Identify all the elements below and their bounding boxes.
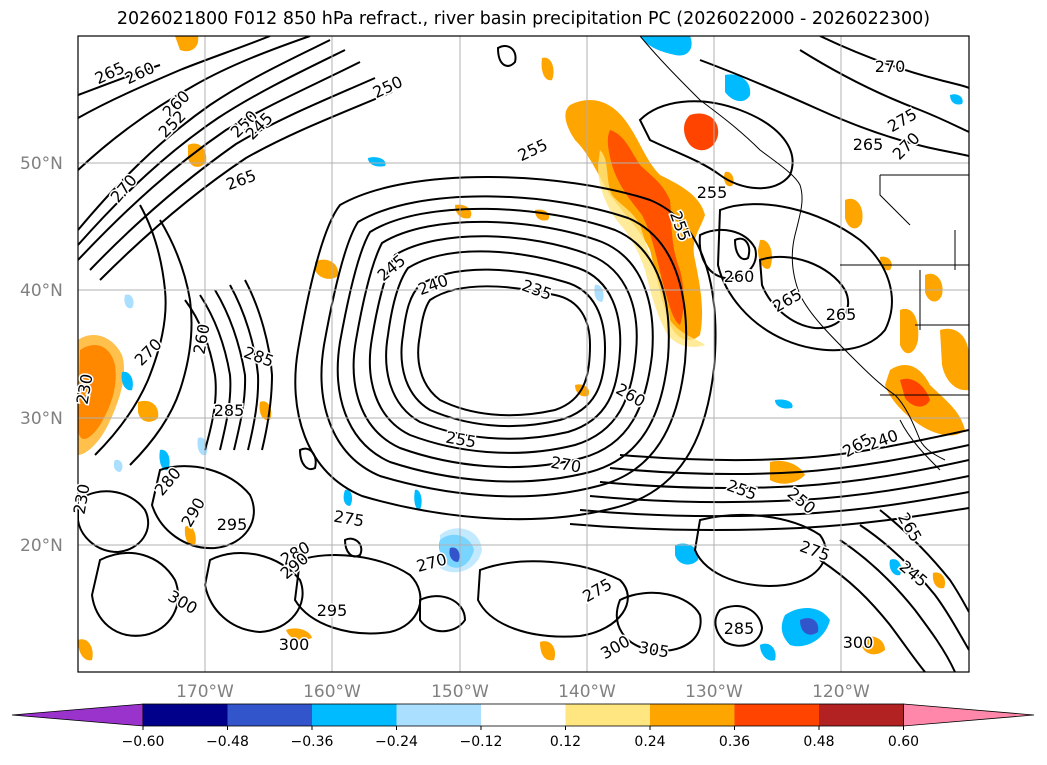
colorbar-segment [819, 704, 904, 726]
colorbar-tick-label: 0.24 [634, 734, 665, 750]
colorbar-segment [481, 704, 566, 726]
contour-label: 270 [875, 57, 906, 76]
map-frame [77, 35, 970, 673]
map-title: 2026021800 F012 850 hPa refract., river … [116, 9, 931, 29]
contour-label: 285 [724, 619, 755, 638]
colorbar-tick-label: 0.60 [888, 734, 919, 750]
contour-label: 265 [826, 305, 857, 324]
negative-shading [113, 36, 963, 661]
contour-label: 295 [217, 515, 248, 534]
contour-label: 300 [279, 635, 310, 654]
latitude-labels: 50°N 40°N 30°N 20°N [20, 154, 63, 556]
colorbar-extend-low [11, 703, 144, 727]
lon-label-130w: 130°W [685, 682, 743, 702]
colorbar-tick-label: 0.36 [719, 734, 750, 750]
colorbar-tick-label: 0.12 [550, 734, 581, 750]
lon-label-140w: 140°W [558, 682, 616, 702]
colorbar-segment [312, 704, 397, 726]
lat-label-20: 20°N [20, 536, 63, 556]
colorbar-tick-label: 0.48 [803, 734, 834, 750]
lon-label-150w: 150°W [431, 682, 489, 702]
contour-label: 295 [317, 601, 348, 620]
colorbar [11, 703, 1035, 727]
contour-label: 300 [843, 633, 874, 652]
contour-label: 260 [724, 267, 755, 286]
colorbar-tick-label: −0.48 [206, 734, 249, 750]
colorbar-segment [143, 704, 228, 726]
colorbar-extend-high [903, 703, 1035, 727]
colorbar-segment [650, 704, 735, 726]
lat-label-40: 40°N [20, 281, 63, 301]
colorbar-tick-label: −0.60 [122, 734, 165, 750]
colorbar-segment [396, 704, 481, 726]
colorbar-segment [565, 704, 650, 726]
colorbar-tick-label: −0.24 [375, 734, 418, 750]
colorbar-tick-label: −0.36 [291, 734, 334, 750]
colorbar-segment [734, 704, 819, 726]
contour-label: 265 [853, 135, 884, 154]
lon-label-170w: 170°W [176, 682, 234, 702]
lon-label-120w: 120°W [812, 682, 870, 702]
graticule [78, 36, 969, 672]
contour-label: 285 [214, 401, 245, 420]
lat-label-30: 30°N [20, 409, 63, 429]
coastlines [639, 36, 969, 471]
lon-label-160w: 160°W [303, 682, 361, 702]
contour-label: 255 [444, 428, 477, 452]
colorbar-tick-label: −0.12 [460, 734, 503, 750]
map-background [78, 36, 969, 672]
refractivity-contours [78, 36, 969, 672]
contour-label: 255 [697, 183, 728, 202]
longitude-labels: 170°W 160°W 150°W 140°W 130°W 120°W [176, 682, 870, 702]
positive-shading [78, 36, 969, 661]
lat-label-50: 50°N [20, 154, 63, 174]
colorbar-frame [142, 703, 904, 727]
colorbar-tick-labels: −0.60 −0.48 −0.36 −0.24 −0.12 0.12 0.24 0.36 0.4… [122, 726, 919, 750]
colorbar-segment [227, 704, 312, 726]
